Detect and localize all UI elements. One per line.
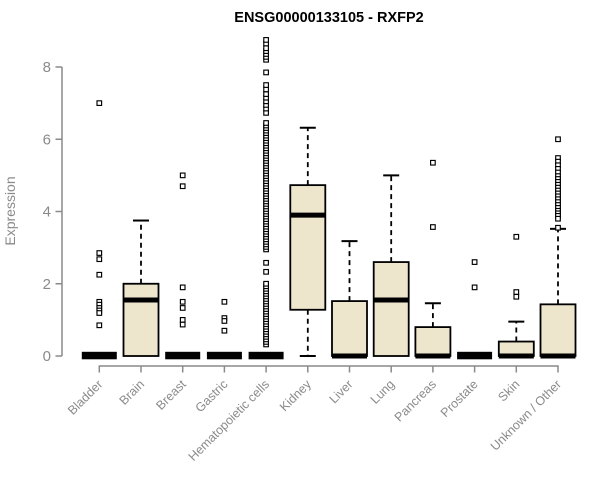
boxplot-lung xyxy=(372,174,410,357)
outlier-point xyxy=(263,82,269,88)
outlier-point xyxy=(555,215,561,222)
outlier-point xyxy=(263,259,269,266)
outlier-point xyxy=(263,91,269,97)
x-axis-tick-label-pancreas: Pancreas xyxy=(392,377,439,424)
outlier-point xyxy=(513,233,520,240)
outlier-point xyxy=(96,310,103,316)
outlier-point xyxy=(221,298,228,305)
outlier-point xyxy=(179,183,186,190)
x-axis-tick-label-kidney: Kidney xyxy=(277,377,314,414)
outlier-point xyxy=(263,69,269,76)
plot-layer xyxy=(81,37,577,360)
collapsed-box xyxy=(206,351,242,360)
x-axis-tick-label-lung: Lung xyxy=(368,377,398,407)
boxplot-brain xyxy=(122,219,160,357)
y-axis-tick-label: 6 xyxy=(43,131,51,148)
collapsed-box xyxy=(248,351,284,360)
outlier-point xyxy=(430,224,436,230)
collapsed-box xyxy=(457,351,493,360)
outlier-point xyxy=(96,271,103,278)
x-axis-tick-label-bladder: Bladder xyxy=(65,377,105,417)
outlier-point xyxy=(179,284,186,291)
y-axis-tick-label: 4 xyxy=(43,204,51,221)
boxplot-gastric xyxy=(206,298,242,360)
outlier-point xyxy=(513,289,520,295)
y-axis-tick-label: 0 xyxy=(43,348,51,365)
outlier-point xyxy=(430,159,436,166)
outlier-point xyxy=(263,45,269,52)
outlier-point xyxy=(555,224,561,231)
boxplot-hematopoietic-cells xyxy=(248,37,284,360)
x-axis-tick-label-unknown-other: Unknown / Other xyxy=(488,377,564,453)
y-axis-tick-label: 2 xyxy=(43,276,51,293)
outlier-point xyxy=(263,37,269,43)
outlier-point xyxy=(179,305,186,311)
boxplot-pancreas xyxy=(414,159,452,359)
boxplot-breast xyxy=(165,172,201,360)
outlier-point xyxy=(179,172,186,179)
boxplot-kidney xyxy=(289,126,327,357)
outlier-point xyxy=(221,327,228,334)
outlier-point xyxy=(96,250,103,256)
boxplot-unknown-other xyxy=(539,136,577,359)
outlier-point xyxy=(263,280,269,287)
x-axis-tick-label-skin: Skin xyxy=(495,377,522,404)
box xyxy=(539,303,577,357)
box xyxy=(414,326,452,357)
x-axis-tick-label-prostate: Prostate xyxy=(438,377,481,420)
x-axis-tick-label-liver: Liver xyxy=(327,377,356,406)
boxplot-liver xyxy=(331,240,368,359)
box xyxy=(372,261,410,357)
box xyxy=(289,184,327,311)
outlier-point xyxy=(513,293,520,300)
outlier-point xyxy=(555,136,561,143)
outlier-point xyxy=(221,318,228,324)
x-axis-tick-label-breast: Breast xyxy=(153,377,189,413)
outlier-point xyxy=(263,120,269,126)
collapsed-box xyxy=(165,351,201,360)
boxplot-bladder xyxy=(81,100,117,360)
outlier-point xyxy=(96,322,103,329)
outlier-point xyxy=(471,259,478,265)
boxplot-prostate xyxy=(457,259,493,360)
box xyxy=(122,282,160,357)
box xyxy=(331,300,368,357)
chart-title: ENSG00000133105 - RXFP2 xyxy=(234,10,423,26)
x-axis-tick-label-gastric: Gastric xyxy=(193,377,231,415)
outlier-point xyxy=(263,268,269,275)
boxplot-skin xyxy=(497,233,535,359)
outlier-point xyxy=(471,284,478,291)
outlier-point xyxy=(179,298,186,305)
x-axis-tick-label-brain: Brain xyxy=(117,377,148,408)
y-axis-tick-label: 8 xyxy=(43,59,51,76)
outlier-point xyxy=(179,321,186,328)
outlier-point xyxy=(96,256,103,263)
outlier-point xyxy=(179,317,186,323)
x-axis-tick-label-hematopoietic-cells: Hematopoietic cells xyxy=(186,377,273,464)
y-axis-title: Expression xyxy=(2,176,18,245)
collapsed-box xyxy=(81,351,117,360)
outlier-point xyxy=(96,100,103,106)
